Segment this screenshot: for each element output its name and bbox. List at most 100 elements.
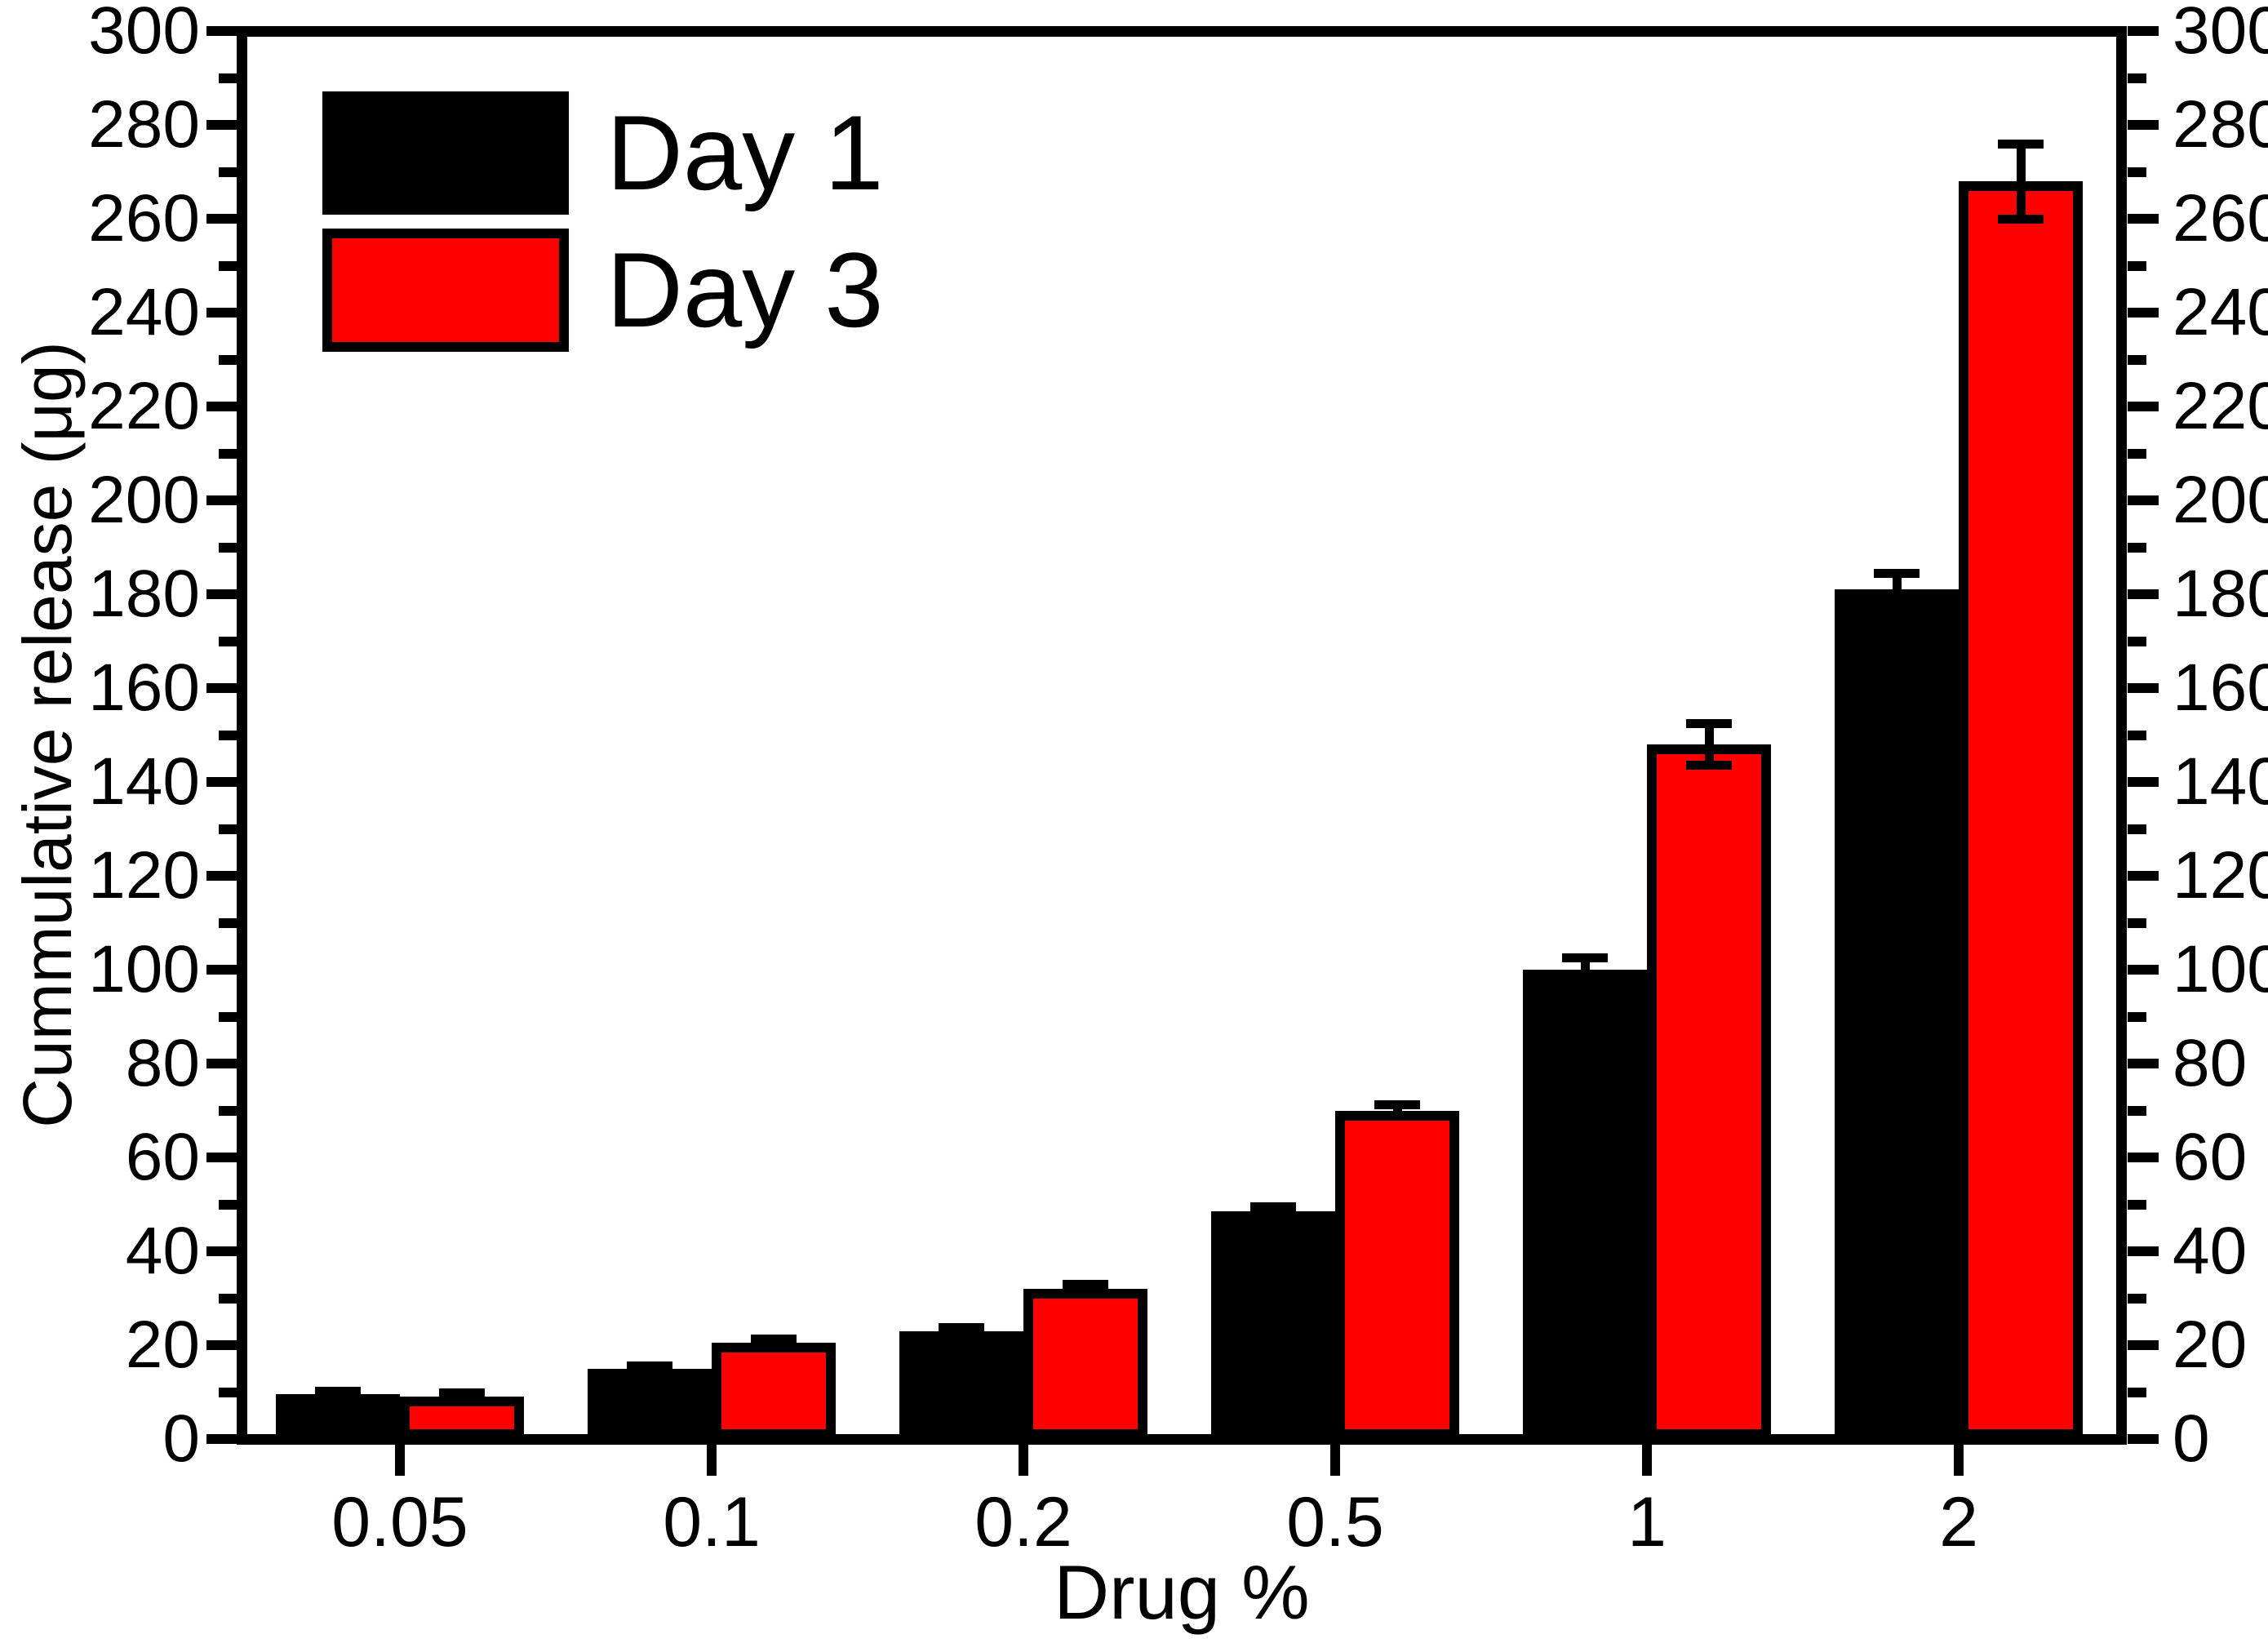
error-bar-cap-top [1998,139,2044,149]
y-major-tick-right [2128,777,2159,787]
y-tick-label-left: 80 [125,1026,200,1100]
y-tick-label-right: 80 [2173,1026,2248,1100]
y-tick-label-left: 160 [88,651,200,725]
y-tick-label-right: 260 [2173,181,2268,255]
error-bar-line [2016,144,2026,219]
bar-day-1-0.5 [1211,1211,1335,1439]
y-minor-tick-left [219,1011,237,1022]
y-minor-tick-left [219,1387,237,1397]
y-major-tick-right [2128,683,2159,693]
y-tick-label-left: 200 [88,463,200,537]
y-tick-label-right: 220 [2173,369,2268,443]
y-tick-label-right: 100 [2173,932,2268,1006]
error-bar-cap-bottom [1250,1211,1296,1221]
y-major-tick-left [206,1434,237,1444]
y-tick-label-right: 200 [2173,463,2268,537]
bar-day-3-0.5 [1335,1110,1459,1439]
error-bar-cap-bottom [1686,761,1732,771]
error-bar-cap-bottom [1374,1111,1420,1121]
y-tick-label-left: 300 [88,0,200,68]
x-tick-label: 0.1 [663,1483,761,1561]
y-minor-tick-left [219,260,237,271]
bar-day-1-0.1 [588,1368,712,1439]
error-bar-cap-bottom [1874,601,1920,611]
error-bar-cap-top [1562,953,1608,963]
legend-label-day-1: Day 1 [606,93,884,212]
y-tick-label-left: 140 [88,744,200,819]
y-tick-label-left: 180 [88,557,200,631]
error-bar-cap-bottom [439,1396,485,1406]
y-tick-label-left: 220 [88,369,200,443]
y-tick-label-right: 0 [2173,1401,2210,1476]
y-minor-tick-right [2128,824,2146,834]
y-tick-label-right: 280 [2173,87,2268,162]
error-bar-cap-bottom [627,1366,672,1376]
y-major-tick-right [2128,871,2159,881]
legend-label-day-3: Day 3 [606,230,884,349]
legend-swatch-day-1 [322,91,569,215]
x-tick-label: 0.2 [974,1483,1072,1561]
y-major-tick-right [2128,402,2159,411]
error-bar-cap-bottom [939,1330,984,1339]
y-major-tick-left [206,1059,237,1068]
error-bar-cap-top [315,1387,361,1397]
y-minor-tick-right [2128,636,2146,646]
error-bar-line [1704,723,1714,766]
y-minor-tick-right [2128,917,2146,928]
y-major-tick-left [206,495,237,505]
error-bar-cap-top [1374,1100,1420,1110]
y-minor-tick-right [2128,354,2146,365]
y-tick-label-left: 120 [88,838,200,913]
y-major-tick-right [2128,120,2159,130]
y-tick-label-right: 20 [2173,1308,2248,1382]
y-tick-label-left: 20 [125,1308,200,1382]
x-tick [395,1445,405,1476]
y-minor-tick-right [2128,1293,2146,1304]
y-minor-tick-right [2128,1011,2146,1022]
y-minor-tick-right [2128,167,2146,177]
x-tick [1019,1445,1028,1476]
y-major-tick-right [2128,1153,2159,1162]
y-major-tick-right [2128,26,2159,36]
y-tick-label-right: 300 [2173,0,2268,68]
x-tick-label: 1 [1627,1483,1667,1561]
x-tick [1330,1445,1340,1476]
y-major-tick-left [206,1246,237,1256]
error-bar-line [1268,1206,1278,1216]
y-major-tick-left [206,214,237,224]
x-tick-label: 0.05 [331,1483,468,1561]
x-axis-title: Drug % [1054,1549,1310,1635]
y-minor-tick-right [2128,260,2146,271]
y-minor-tick-left [219,1105,237,1116]
y-minor-tick-left [219,73,237,83]
y-major-tick-right [2128,589,2159,599]
y-tick-label-right: 180 [2173,557,2268,631]
y-major-tick-right [2128,965,2159,975]
x-tick [1642,1445,1652,1476]
error-bar-cap-top [1686,718,1732,728]
bar-day-3-1 [1647,744,1771,1439]
y-major-tick-right [2128,214,2159,224]
legend-swatch-day-3 [322,229,569,352]
y-minor-tick-left [219,542,237,553]
error-bar-line [1392,1104,1402,1117]
y-major-tick-left [206,1340,237,1350]
y-tick-label-right: 240 [2173,275,2268,349]
bar-day-3-2 [1959,181,2083,1439]
y-minor-tick-left [219,448,237,459]
error-bar-cap-top [1874,568,1920,578]
error-bar-line [1892,573,1902,606]
y-minor-tick-right [2128,73,2146,83]
bar-day-1-2 [1835,589,1959,1439]
y-major-tick-left [206,965,237,975]
y-tick-label-left: 0 [162,1401,200,1476]
bar-day-1-0.05 [276,1394,400,1439]
y-major-tick-left [206,26,237,36]
error-bar-cap-top [1063,1279,1108,1289]
error-bar-cap-top [939,1322,984,1332]
bar-day-3-0.2 [1023,1289,1147,1439]
y-major-tick-left [206,871,237,881]
y-major-tick-right [2128,308,2159,318]
y-tick-label-left: 100 [88,932,200,1006]
y-minor-tick-left [219,1293,237,1304]
